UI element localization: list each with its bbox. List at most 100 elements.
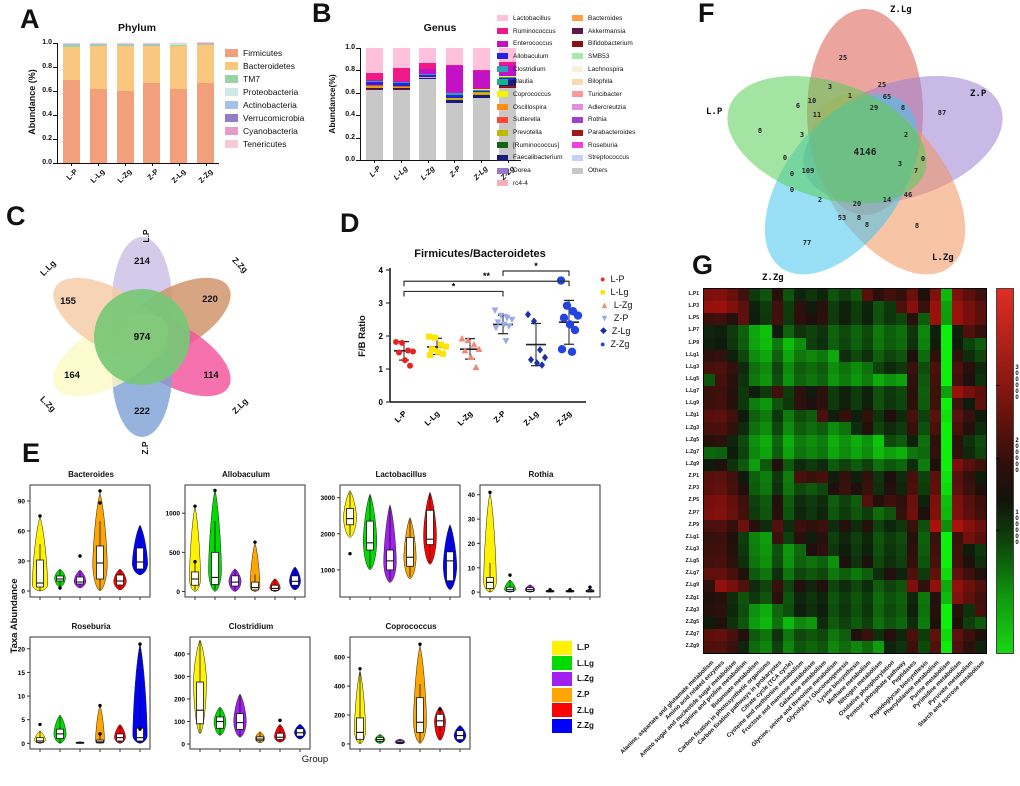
bar-segment	[445, 48, 463, 65]
heatmap-row-label: Z.Zg1	[685, 594, 699, 601]
heatmap-cell	[884, 325, 896, 338]
subplot-title: Lactobacillus	[375, 470, 427, 479]
venn-set-label-Z.Lg: Z.Lg	[230, 396, 250, 416]
venn-region-count: 53	[838, 214, 846, 222]
heatmap-cell	[884, 410, 896, 423]
heatmap-cell	[907, 361, 919, 374]
outlier-dot	[78, 554, 82, 558]
heatmap-row-label: Z.Lg5	[685, 558, 699, 565]
heatmap-cell	[749, 337, 761, 350]
heatmap-cell	[816, 543, 829, 556]
heatmap-cell	[839, 337, 851, 350]
heatmap-cell	[760, 289, 772, 302]
venn-region-count: 4146	[854, 147, 877, 158]
heatmap-cell	[929, 555, 941, 569]
genus-y-axis-label: Abundance(%)	[327, 74, 337, 134]
heatmap-cell	[816, 422, 829, 435]
legend-item-Bilophila: Bilophila	[572, 75, 635, 88]
heatmap-cell	[760, 568, 772, 581]
heatmap-cell	[704, 519, 716, 532]
heatmap-cell	[873, 434, 885, 447]
heatmap-cell	[861, 349, 874, 362]
data-point	[534, 359, 540, 367]
heatmap-cell	[760, 531, 772, 544]
legend-label: [Ruminococcus]	[513, 141, 560, 149]
heatmap-cell	[726, 434, 738, 447]
legend-swatch	[497, 28, 508, 35]
subplot-frame	[349, 636, 471, 750]
heatmap-cell	[816, 325, 829, 338]
heatmap-cell	[749, 434, 761, 447]
venn-region-count: 109	[802, 167, 815, 175]
heatmap-cell	[873, 604, 885, 617]
heatmap-cell	[873, 495, 885, 508]
heatmap-cell	[918, 422, 930, 435]
genus-title: Genus	[423, 22, 457, 34]
heatmap-cell	[963, 386, 975, 399]
heatmap-row-label: Z.Lg1	[685, 533, 699, 540]
heatmap-cell	[940, 386, 953, 399]
heatmap-cell	[873, 361, 885, 374]
venn-ellipse-L.P	[727, 75, 927, 204]
violin-subplot-Roseburia: Roseburia 0 5 10 15 20	[2, 622, 154, 768]
legend-item-Z-Lg: ◆ Z-Lg	[600, 324, 632, 337]
colorbar-tick-label: 200000	[1014, 438, 1020, 474]
y-tick-mark	[356, 92, 360, 94]
heatmap-cell	[749, 313, 761, 326]
heatmap-row-label: Z.P9	[688, 521, 699, 528]
heatmap-cell	[929, 640, 941, 653]
heatmap-cell	[929, 446, 941, 459]
heatmap-cell	[794, 373, 806, 387]
heatmap-cell	[704, 422, 716, 435]
heatmap-cell	[805, 580, 817, 593]
heatmap-cell	[704, 301, 716, 314]
heatmap-cell	[974, 337, 986, 350]
heatmap-cell	[963, 580, 975, 593]
box	[231, 575, 239, 587]
bar-L-P	[62, 42, 80, 163]
y-tick-label: 2000	[321, 531, 336, 538]
heatmap-cell	[794, 616, 806, 629]
heatmap-cell	[907, 386, 919, 399]
heatmap-cell	[704, 325, 716, 338]
bar-L-Lg	[392, 48, 410, 160]
heatmap-cell	[737, 386, 750, 399]
heatmap-cell	[726, 580, 738, 593]
y-tick-label: 2	[379, 332, 384, 341]
heatmap-cell	[873, 519, 885, 532]
heatmap-cell	[704, 434, 716, 447]
data-point	[410, 348, 416, 355]
data-point	[475, 345, 483, 352]
subplot-frame	[339, 484, 461, 598]
heatmap-row-label: Z.P1	[688, 473, 699, 480]
heatmap-cell	[749, 410, 761, 423]
heatmap-cell	[828, 373, 840, 387]
heatmap-cell	[794, 349, 806, 362]
x-tick-mark	[178, 163, 180, 166]
legend-swatch	[552, 687, 572, 702]
heatmap-cell	[782, 398, 795, 411]
heatmap-cell	[749, 373, 761, 387]
heatmap-cell	[952, 555, 964, 569]
legend-item-Verrucomicrobia: Verrucomicrobia	[225, 111, 304, 124]
bar-segment	[365, 88, 383, 90]
heatmap-cell	[895, 446, 908, 459]
heatmap-cell	[771, 616, 783, 629]
heatmap-cell	[715, 349, 727, 362]
heatmap-cell	[715, 555, 727, 569]
heatmap-cell	[918, 604, 930, 617]
outlier-dot	[213, 488, 217, 493]
outlier-dot	[138, 642, 142, 646]
phylum-legend: Firmicutes Bacteroidetes TM7 Proteobacteria…	[225, 46, 304, 150]
heatmap-cell	[929, 434, 941, 447]
heatmap-row-label: L.P1	[688, 291, 699, 298]
heatmap-cell	[726, 507, 738, 520]
legend-swatch	[572, 91, 583, 98]
heatmap-cell	[873, 337, 885, 350]
heatmap-cell	[704, 604, 716, 617]
panel-flower-venn: 214 L.P 220 Z.Zg 114 Z.Lg 222 Z.P 164 L.Zg 155 L.Lg…	[38, 229, 250, 455]
heatmap-cell	[816, 507, 829, 520]
heatmap-cell	[771, 386, 783, 399]
subplot-title: Bacteroides	[68, 470, 114, 479]
heatmap-cell	[963, 373, 975, 387]
